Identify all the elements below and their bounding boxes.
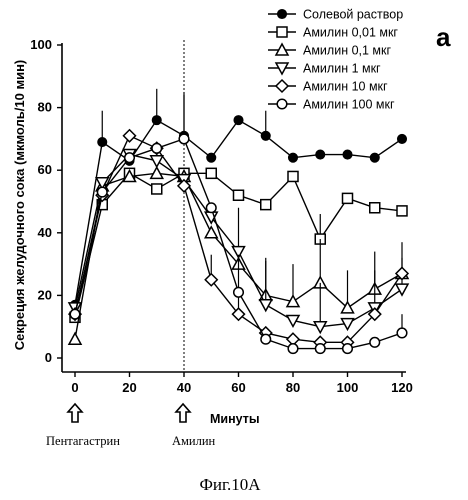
data-point — [178, 133, 190, 145]
x-tick-label: 0 — [71, 380, 78, 395]
data-point — [367, 307, 382, 322]
data-point — [231, 307, 246, 322]
data-point — [369, 202, 381, 214]
data-point — [258, 299, 274, 313]
data-point — [260, 130, 271, 141]
data-point — [151, 183, 163, 195]
legend-item: Амилин 10 мкг — [268, 78, 388, 94]
y-tick-label: 20 — [38, 287, 52, 302]
data-point — [205, 202, 217, 214]
legend-item: Амилин 100 мкг — [268, 98, 395, 112]
legend-marker — [274, 42, 290, 56]
data-point — [232, 286, 245, 298]
data-point — [312, 320, 328, 335]
data-point — [176, 178, 192, 193]
legend-label: Амилин 1 мкг — [303, 62, 381, 76]
pentagastrin-label: Пентагастрин — [46, 434, 120, 448]
data-point — [314, 343, 326, 355]
y-tick-label: 40 — [38, 225, 52, 240]
legend-item: Амилин 1 мкг — [268, 62, 381, 76]
legend-marker — [276, 8, 288, 20]
legend-label: Амилин 100 мкг — [303, 98, 395, 112]
data-point — [260, 333, 272, 345]
data-point — [151, 142, 163, 154]
data-point — [287, 170, 299, 183]
data-point — [394, 266, 410, 281]
y-axis-label: Секреция желудочного сока (мкмоль/10 мин… — [12, 60, 27, 351]
y-tick-label: 60 — [38, 162, 52, 177]
data-point — [122, 168, 137, 183]
legend-marker — [274, 62, 290, 76]
data-point — [232, 189, 245, 201]
legend-item: Солевой раствор — [268, 8, 403, 22]
data-point — [123, 152, 136, 164]
data-point — [285, 314, 301, 329]
data-point — [396, 133, 408, 144]
panel-letter: a — [436, 22, 451, 52]
x-tick-label: 60 — [231, 380, 245, 395]
series-6 — [69, 95, 408, 355]
legend-label: Амилин 10 мкг — [303, 80, 388, 94]
data-point — [204, 272, 219, 287]
pentagastrin-arrow-icon — [66, 402, 84, 423]
data-point — [233, 115, 244, 126]
data-point — [206, 152, 217, 163]
data-point — [231, 245, 246, 260]
chart-ticks: 0 20 40 60 80 100 0 20 40 60 80 100 120 — [30, 37, 413, 395]
data-point — [340, 300, 355, 314]
x-tick-label: 20 — [122, 380, 136, 395]
y-tick-label: 0 — [45, 350, 52, 365]
legend-item: Амилин 0,1 мкг — [268, 42, 391, 58]
data-point — [394, 283, 410, 297]
chart-axes — [61, 43, 406, 373]
data-point — [287, 152, 299, 163]
x-tick-label: 80 — [286, 380, 300, 395]
legend-marker — [276, 26, 288, 38]
data-point — [149, 155, 165, 169]
data-point — [396, 327, 408, 339]
figure-caption: Фиг.10А — [199, 475, 261, 494]
data-point — [315, 149, 326, 160]
legend-item: Амилин 0,01 мкг — [268, 26, 398, 40]
data-point — [260, 198, 272, 211]
data-point — [97, 136, 108, 148]
legend-marker — [274, 78, 290, 94]
data-point — [340, 317, 355, 332]
data-point — [341, 192, 354, 205]
legend-label: Амилин 0,1 мкг — [303, 44, 391, 58]
x-tick-label: 100 — [337, 380, 359, 395]
data-point — [369, 336, 381, 348]
y-tick-label: 100 — [30, 37, 52, 52]
data-point — [285, 294, 301, 308]
x-tick-label: 40 — [177, 380, 191, 395]
x-axis-label: Минуты — [210, 412, 260, 426]
amylin-arrow-icon — [174, 402, 192, 423]
legend-marker — [276, 98, 288, 110]
legend-label: Амилин 0,01 мкг — [303, 26, 398, 40]
data-point — [149, 165, 165, 180]
data-point — [67, 331, 83, 345]
data-point — [203, 225, 219, 239]
legend-label: Солевой раствор — [303, 8, 403, 22]
data-point — [122, 128, 137, 143]
data-point — [342, 149, 353, 160]
amylin-label: Амилин — [172, 434, 216, 448]
data-point — [205, 167, 217, 180]
y-tick-label: 80 — [38, 100, 52, 115]
data-point — [151, 115, 162, 126]
x-tick-label: 120 — [391, 380, 413, 395]
chart-series — [67, 88, 410, 355]
data-point — [341, 343, 354, 355]
data-point — [369, 152, 380, 163]
data-point — [69, 308, 81, 320]
data-point — [96, 186, 108, 198]
data-point — [94, 176, 110, 191]
data-point — [287, 343, 299, 355]
chart-legend: Солевой раствор Амилин 0,01 мкг Амилин 0,1… — [268, 8, 403, 112]
data-point — [396, 205, 408, 217]
